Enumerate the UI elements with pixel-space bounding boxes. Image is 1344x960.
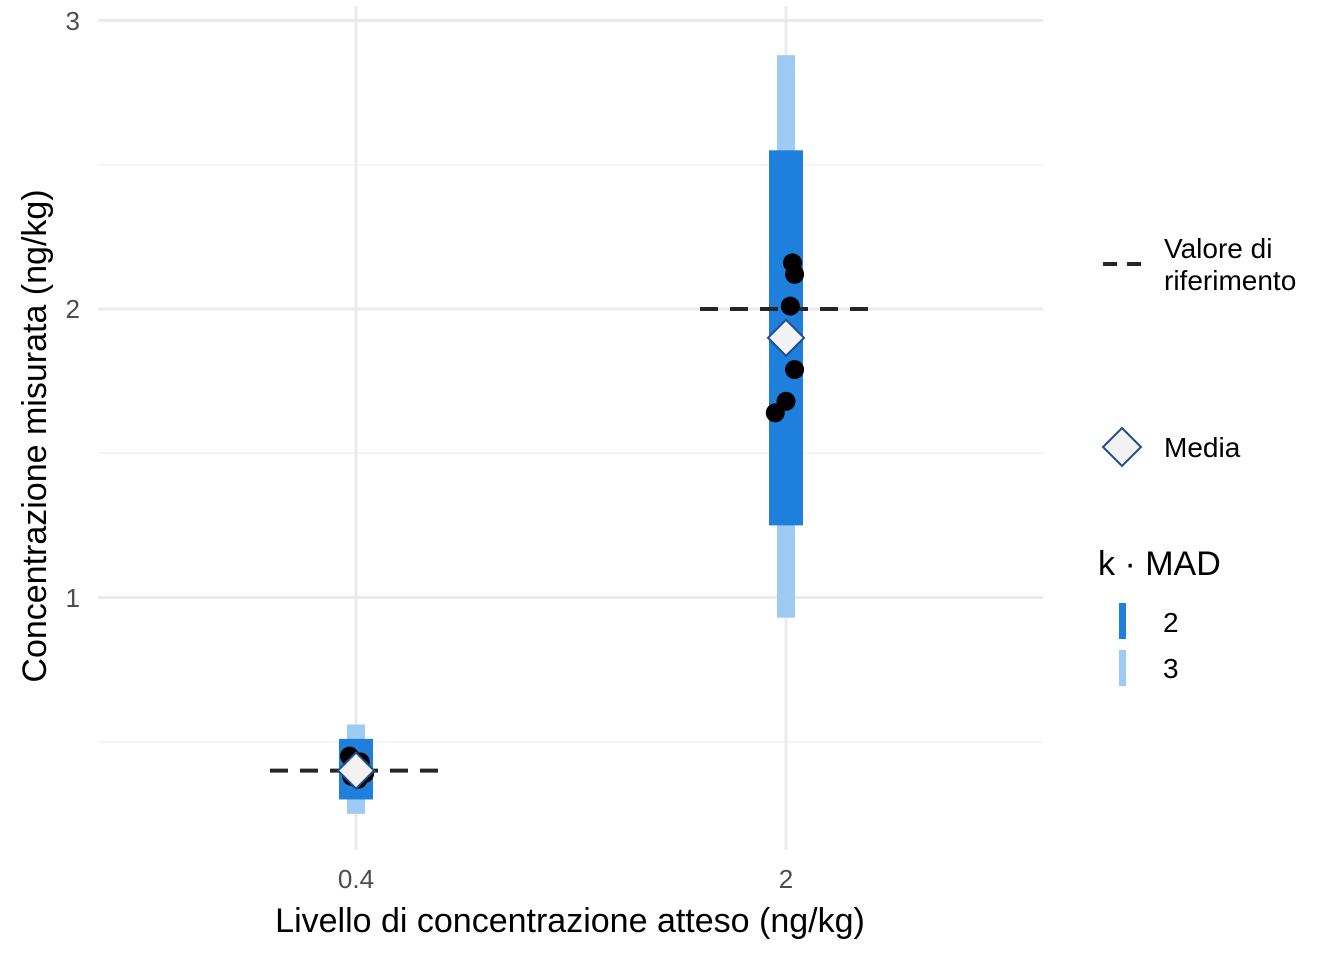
data-point (785, 360, 805, 380)
mad-bands (339, 55, 803, 814)
legend-k2-label: 2 (1163, 607, 1179, 638)
y-tick-label: 1 (66, 583, 80, 613)
x-axis-title: Livello di concentrazione atteso (ng/kg) (275, 902, 865, 940)
legend-reference-label: Valore di (1164, 233, 1272, 264)
mean-markers (336, 318, 806, 791)
y-tick-labels: 1 2 3 (66, 6, 80, 613)
data-point (785, 264, 805, 284)
legend: Valore di riferimento Media k · MAD 2 3 (1098, 233, 1296, 686)
data-point (780, 296, 800, 316)
data-point (765, 403, 785, 423)
mean-diamond (766, 318, 806, 358)
legend-k3-label: 3 (1163, 653, 1179, 684)
legend-k3-key (1119, 650, 1126, 686)
legend-mad-title: k · MAD (1098, 545, 1221, 583)
legend-reference-label: riferimento (1164, 265, 1296, 296)
mean-diamond (336, 751, 376, 791)
x-tick-label: 2 (779, 864, 793, 894)
x-tick-labels: 0.4 2 (338, 864, 793, 894)
y-axis-title: Concentrazione misurata (ng/kg) (16, 189, 54, 682)
x-tick-label: 0.4 (338, 864, 374, 894)
legend-k2-key (1119, 603, 1126, 639)
y-tick-label: 3 (66, 6, 80, 36)
data-points (340, 253, 805, 789)
y-tick-label: 2 (66, 294, 80, 324)
legend-mean-label: Media (1164, 432, 1241, 463)
legend-mean-diamond-icon (1101, 426, 1143, 468)
gridlines (98, 6, 1043, 850)
